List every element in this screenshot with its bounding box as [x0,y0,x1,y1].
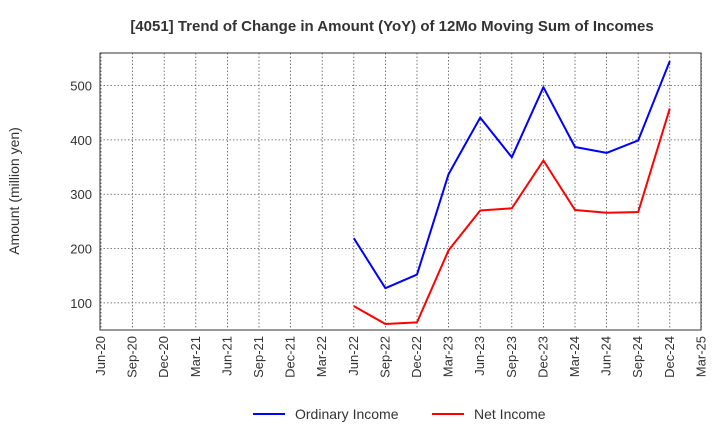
x-tick-label: Mar-24 [567,336,582,377]
x-tick-label: Sep-21 [251,336,266,378]
x-tick-label: Mar-22 [314,336,329,377]
series-line-0 [352,60,671,290]
x-tick-label: Jun-22 [346,336,361,376]
y-tick-label: 100 [70,296,92,311]
x-tick-label: Dec-20 [156,336,171,378]
y-tick-label: 200 [70,242,92,257]
x-tick-label: Dec-21 [283,336,298,378]
plot-area [99,52,702,331]
x-tick-label: Jun-21 [219,336,234,376]
x-tick-label: Mar-23 [441,336,456,377]
x-tick-label: Sep-23 [504,336,519,378]
series-line-1 [353,108,671,325]
x-tick-label: Dec-24 [662,336,677,378]
y-tick-label: 400 [70,133,92,148]
x-tick-labels: Jun-20 Sep-20 Dec-20 Mar-21 Jun-21 Sep-21 Dec-… [93,336,708,378]
x-tick-label: Jun-24 [599,336,614,376]
x-tick-label: Jun-20 [93,336,108,376]
x-tick-label: Mar-25 [693,336,708,377]
x-tick-label: Jun-23 [472,336,487,376]
chart-title: [4051] Trend of Change in Amount (YoY) o… [130,18,653,35]
x-tick-label: Dec-23 [535,336,550,378]
legend-label-1: Net Income [474,406,546,422]
y-tick-label: 500 [70,79,92,94]
y-tick-label: 300 [70,187,92,202]
x-tick-label: Sep-24 [630,336,645,378]
x-tick-label: Sep-22 [377,336,392,378]
legend-label-0: Ordinary Income [295,406,399,422]
x-tick-label: Sep-20 [125,336,140,378]
grid [100,53,702,330]
series-lines [352,60,671,325]
legend: Ordinary Income Net Income [253,406,546,422]
y-tick-labels: 100 200 300 400 500 [70,79,92,311]
x-tick-label: Mar-21 [188,336,203,377]
x-tick-label: Dec-22 [409,336,424,378]
y-axis-label: Amount (million yen) [6,127,22,255]
